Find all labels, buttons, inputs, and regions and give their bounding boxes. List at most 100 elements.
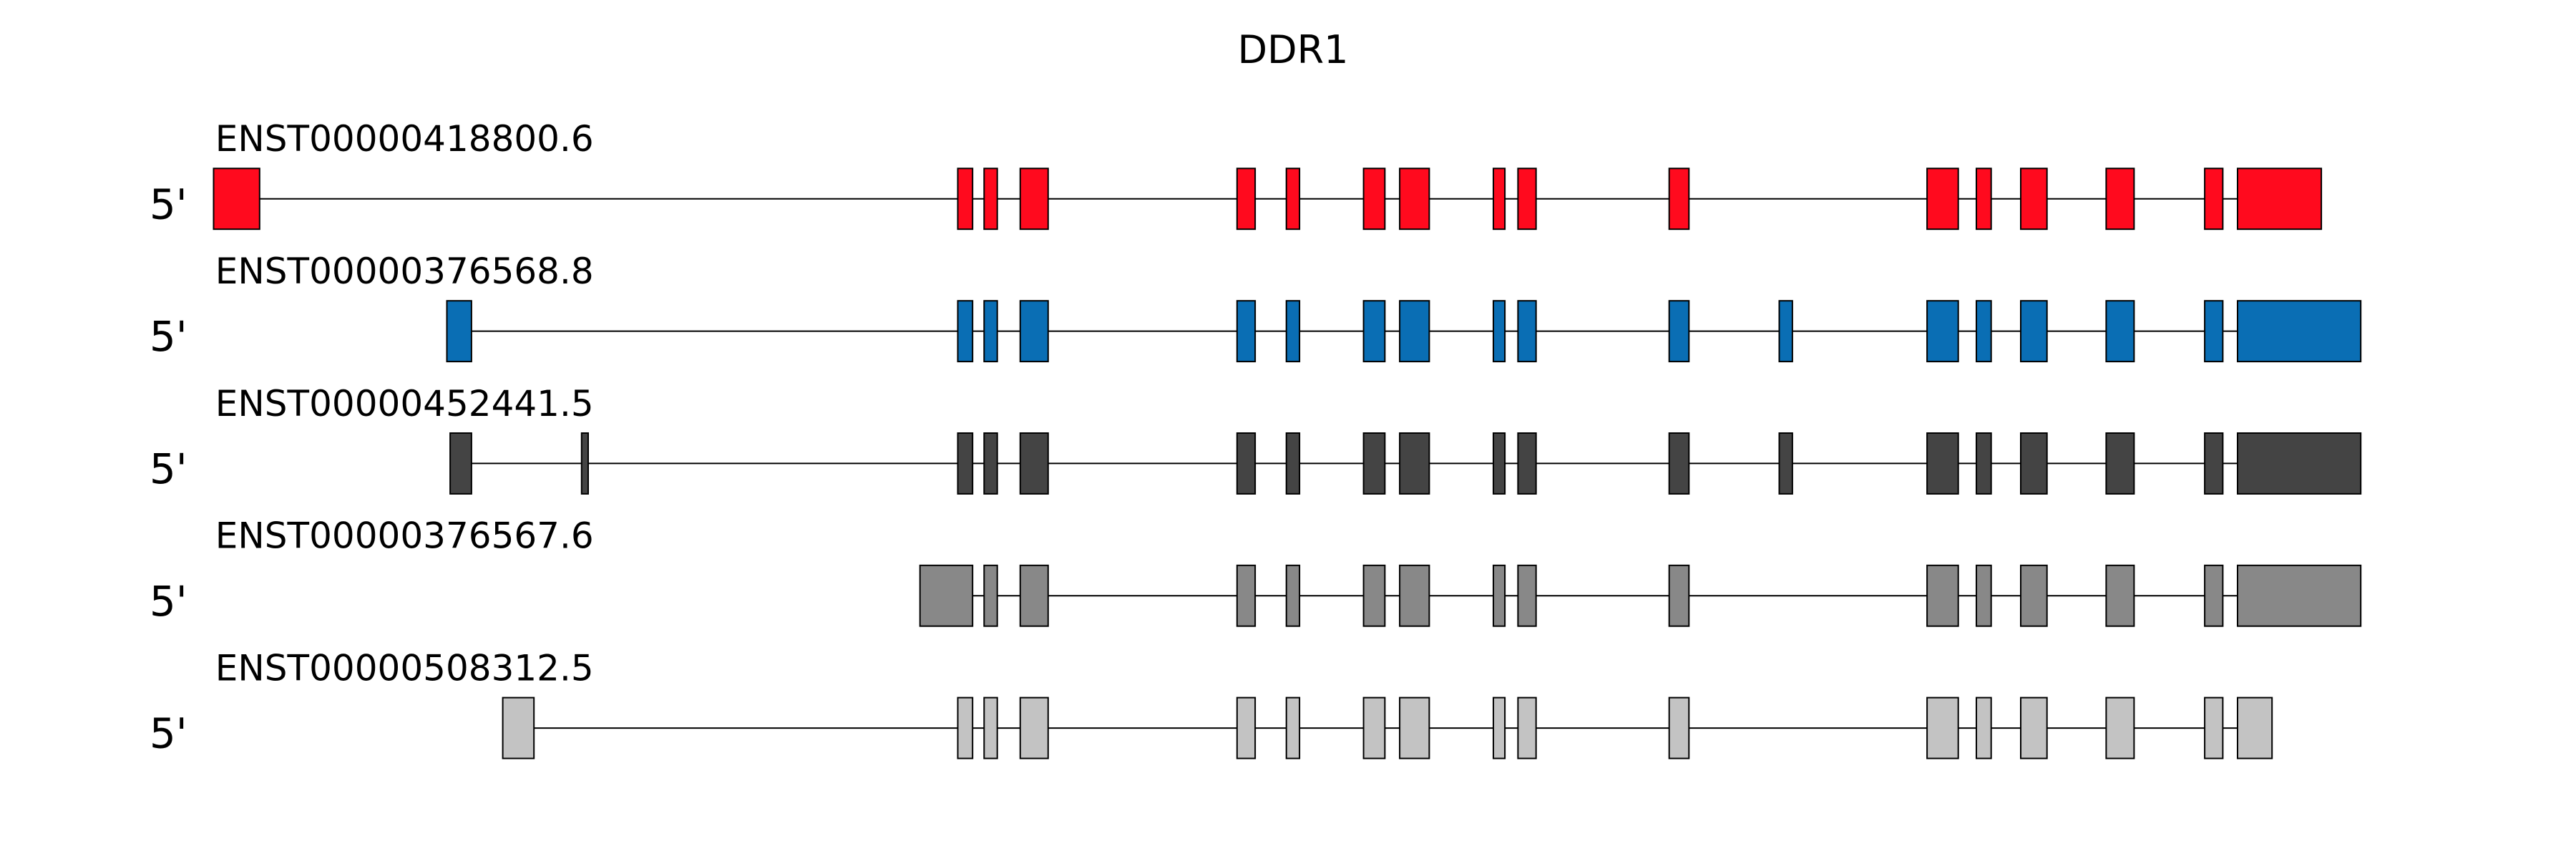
exon-box [1399,432,1430,495]
exon-box [957,168,974,230]
exon-box [2204,564,2224,627]
exon-box [1019,432,1049,495]
exon-box [2204,432,2224,495]
exon-box [1019,168,1049,230]
transcript-track: ENST00000452441.5 5' [150,383,2362,495]
strand-label: 5' [150,312,187,361]
exon-box [1399,300,1430,363]
exon-box [1399,697,1430,759]
strand-label: 5' [150,445,187,493]
exon-box [2204,697,2224,759]
exon-box [1285,300,1301,363]
exon-box [1517,300,1537,363]
exon-box [2105,432,2135,495]
exon-box [1926,168,1959,230]
exon-box [1399,168,1430,230]
exon-box [1668,564,1690,627]
exon-box [213,168,260,230]
exon-box [983,432,998,495]
exon-box [919,564,974,627]
exon-box [2020,564,2048,627]
transcript-track: ENST00000376568.8 5' [150,251,2362,363]
exon-box [1926,697,1959,759]
exon-box [1517,432,1537,495]
transcript-id-label: ENST00000452441.5 [215,383,594,424]
exon-box [449,432,472,495]
exon-box [2105,168,2135,230]
exon-box [983,697,998,759]
exon-box [1362,697,1386,759]
exon-box [2237,168,2323,230]
exon-box [1926,300,1959,363]
strand-label: 5' [150,577,187,626]
transcript-tracks: ENST00000418800.65'ENST00000376568.85'EN… [150,118,2362,759]
exon-box [983,300,998,363]
gene-title: DDR1 [1237,27,1348,72]
exon-box [1668,168,1690,230]
exon-box [2020,697,2048,759]
exon-box [1778,432,1793,495]
exon-box [1976,697,1992,759]
exon-box [1493,564,1506,627]
exon-box [1517,168,1537,230]
strand-label: 5' [150,709,187,758]
exon-box [2237,300,2362,363]
exon-box [446,300,472,363]
exon-box [1236,697,1257,759]
exon-box [1668,697,1690,759]
exon-box [1493,432,1506,495]
transcript-id-label: ENST00000376568.8 [215,251,594,292]
exon-box [1976,564,1992,627]
exon-box [1285,697,1301,759]
transcript-track: ENST00000418800.6 5' [150,118,2323,230]
exon-box [983,564,998,627]
exon-box [1399,564,1430,627]
exon-box [2237,432,2362,495]
exon-box [1493,300,1506,363]
exon-box [2105,300,2135,363]
exon-box [1362,168,1386,230]
exon-box [1019,564,1049,627]
exon-box [1362,300,1386,363]
exon-box [1236,432,1257,495]
exon-box [957,697,974,759]
exon-box [1976,300,1992,363]
exon-box [1285,168,1301,230]
exon-box [1926,564,1959,627]
exon-box [1236,564,1257,627]
exon-box [2204,168,2224,230]
exon-box [957,300,974,363]
exon-box [2237,697,2273,759]
exon-box [580,432,589,495]
transcript-id-label: ENST00000508312.5 [215,648,594,689]
exon-box [1019,300,1049,363]
exon-box [957,432,974,495]
exon-box [1517,697,1537,759]
exon-box [2020,168,2048,230]
exon-box [1362,564,1386,627]
exon-box [2105,697,2135,759]
exon-box [1668,432,1690,495]
transcript-id-label: ENST00000376567.6 [215,515,594,557]
exon-box [2020,300,2048,363]
exon-box [1926,432,1959,495]
exon-box [1778,300,1793,363]
exon-box [1362,432,1386,495]
exon-box [1517,564,1537,627]
exon-box [1236,300,1257,363]
transcript-id-label: ENST00000418800.6 [215,118,594,160]
exon-box [1668,300,1690,363]
exon-box [983,168,998,230]
exon-box [1285,564,1301,627]
transcript-track: ENST00000376567.6 5' [150,515,2362,627]
exon-box [2020,432,2048,495]
transcript-track: ENST00000508312.5 5' [150,648,2273,759]
strand-label: 5' [150,180,187,228]
exon-box [1285,432,1301,495]
exon-box [1019,697,1049,759]
exon-box [2105,564,2135,627]
exon-box [1493,168,1506,230]
exon-box [1493,697,1506,759]
exon-box [2204,300,2224,363]
